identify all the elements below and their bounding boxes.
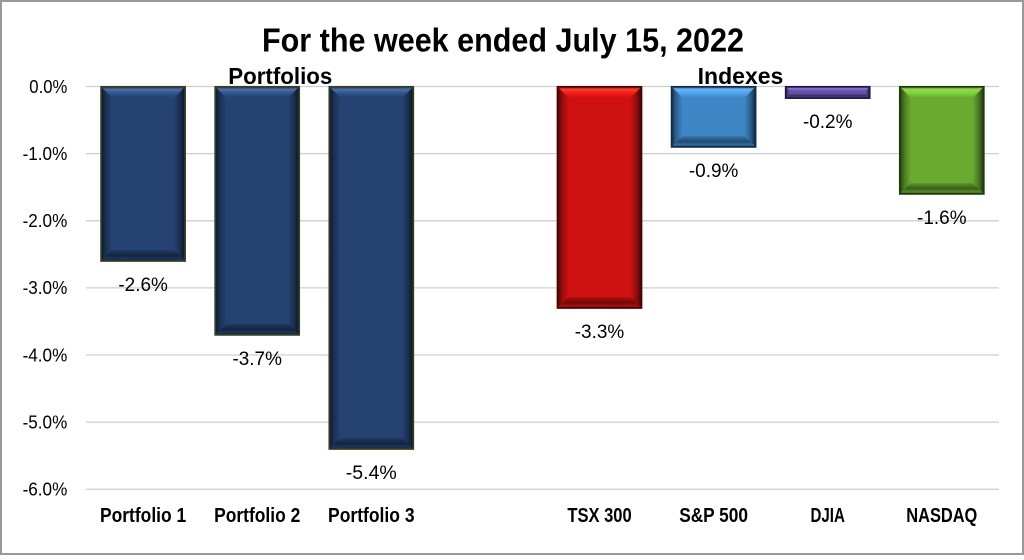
svg-text:-1.0%: -1.0% xyxy=(23,144,68,164)
svg-text:NASDAQ: NASDAQ xyxy=(906,505,977,527)
svg-text:-4.0%: -4.0% xyxy=(23,345,68,365)
svg-text:-2.0%: -2.0% xyxy=(23,211,68,231)
svg-text:S&P 500: S&P 500 xyxy=(679,505,748,527)
svg-text:-0.2%: -0.2% xyxy=(803,112,853,133)
svg-text:Portfolio 1: Portfolio 1 xyxy=(100,505,186,527)
svg-text:-5.4%: -5.4% xyxy=(346,463,397,484)
svg-text:For the week ended July 15, 20: For the week ended July 15, 2022 xyxy=(262,21,744,58)
svg-text:Indexes: Indexes xyxy=(698,63,784,89)
svg-text:Portfolios: Portfolios xyxy=(228,63,332,89)
svg-text:-0.9%: -0.9% xyxy=(689,161,739,182)
svg-text:Portfolio 3: Portfolio 3 xyxy=(328,505,415,527)
svg-text:DJIA: DJIA xyxy=(811,505,845,527)
svg-text:-6.0%: -6.0% xyxy=(23,480,68,500)
svg-text:TSX 300: TSX 300 xyxy=(567,505,631,527)
svg-text:Portfolio 2: Portfolio 2 xyxy=(214,505,300,527)
svg-text:-3.3%: -3.3% xyxy=(575,322,625,343)
svg-text:-2.6%: -2.6% xyxy=(118,275,168,296)
svg-text:-1.6%: -1.6% xyxy=(917,208,967,229)
svg-text:0.0%: 0.0% xyxy=(29,77,67,97)
svg-text:-5.0%: -5.0% xyxy=(23,412,68,432)
svg-text:-3.0%: -3.0% xyxy=(23,278,68,298)
svg-text:-3.7%: -3.7% xyxy=(232,349,282,370)
